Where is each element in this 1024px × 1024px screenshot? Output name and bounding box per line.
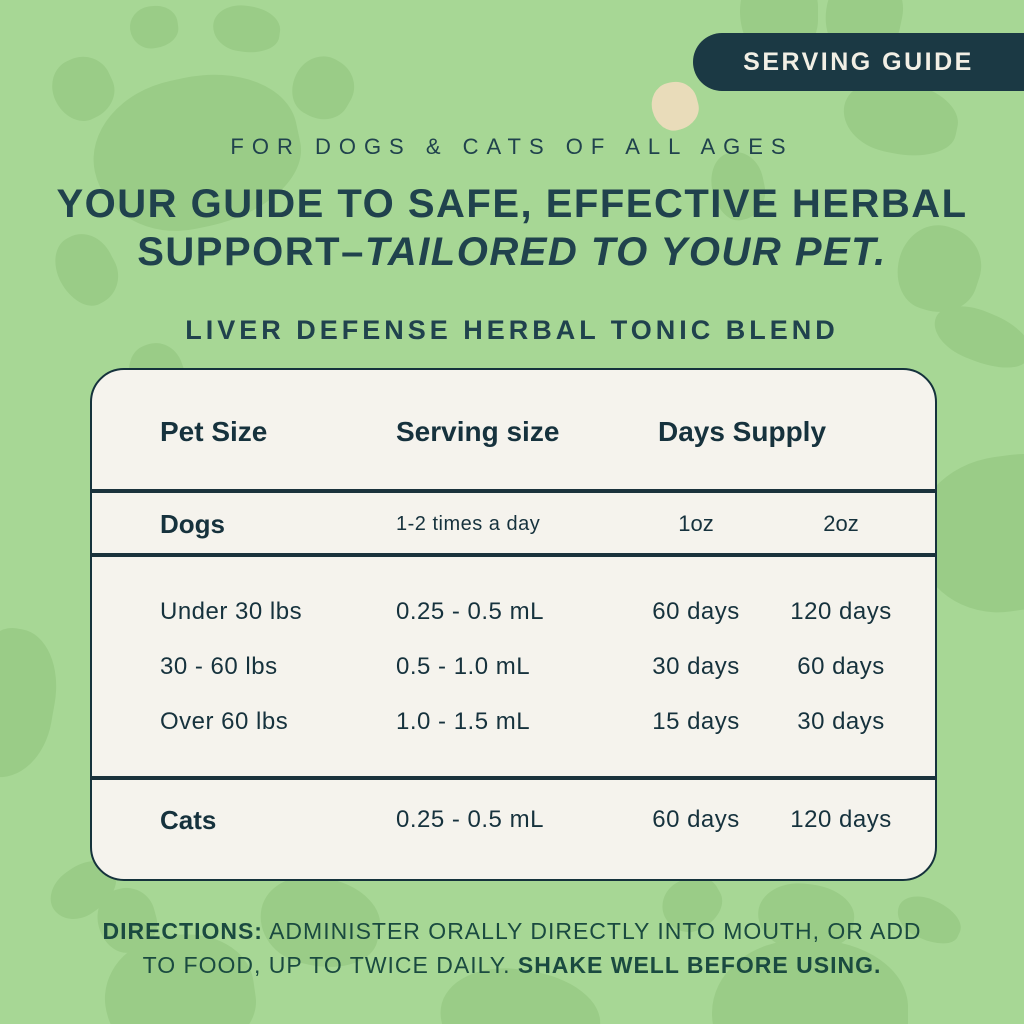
table-divider	[90, 489, 937, 493]
table-divider	[90, 553, 937, 557]
eyebrow-text: FOR DOGS & CATS OF ALL AGES	[230, 134, 794, 159]
dog-days-2oz: 120 days	[790, 598, 892, 625]
dog-days-2oz: 30 days	[797, 708, 885, 735]
dog-serving: 1.0 - 1.5 mL	[396, 708, 531, 735]
cats-days-2oz: 120 days	[790, 806, 892, 833]
dog-days-1oz: 30 days	[652, 653, 740, 680]
paw-print-decoration	[0, 621, 67, 785]
product-name: LIVER DEFENSE HERBAL TONIC BLEND	[185, 315, 839, 345]
dog-serving: 0.5 - 1.0 mL	[396, 653, 531, 680]
title-line-2-italic: TAILORED TO YOUR PET.	[364, 230, 887, 274]
title-line-2-regular: SUPPORT–	[137, 230, 365, 274]
title-line-1: YOUR GUIDE TO SAFE, EFFECTIVE HERBAL	[56, 182, 968, 226]
title-line-2: SUPPORT–TAILORED TO YOUR PET.	[0, 228, 1024, 276]
dogs-row-frequency: 1-2 times a day	[396, 513, 541, 535]
dog-weight: 30 - 60 lbs	[160, 653, 278, 680]
directions-body-line-2: TO FOOD, UP TO TWICE DAILY.	[142, 952, 511, 978]
serving-table: Pet Size Serving size Days Supply Dogs 1…	[90, 368, 937, 881]
column-header-serving-size: Serving size	[396, 416, 560, 447]
directions-label: DIRECTIONS:	[102, 918, 263, 944]
column-header-days-supply: Days Supply	[657, 416, 827, 447]
dog-serving: 0.25 - 0.5 mL	[396, 598, 544, 625]
directions-text: DIRECTIONS: ADMINISTER ORALLY DIRECTLY I…	[72, 914, 952, 982]
dog-weight: Under 30 lbs	[160, 598, 303, 625]
page-title: YOUR GUIDE TO SAFE, EFFECTIVE HERBAL SUP…	[0, 180, 1024, 276]
serving-guide-badge: SERVING GUIDE	[693, 33, 1024, 91]
cats-serving: 0.25 - 0.5 mL	[396, 806, 544, 833]
dog-weight: Over 60 lbs	[160, 708, 289, 735]
paw-print-decoration	[127, 2, 181, 52]
dogs-row-label: Dogs	[160, 509, 225, 539]
table-divider	[90, 776, 937, 780]
dogs-row-bottle-2oz: 2oz	[823, 511, 859, 536]
paw-print-decoration	[646, 76, 704, 136]
column-header-pet-size: Pet Size	[160, 416, 268, 447]
dog-days-1oz: 60 days	[652, 598, 740, 625]
serving-guide-badge-label: SERVING GUIDE	[743, 47, 974, 76]
dog-days-1oz: 15 days	[652, 708, 740, 735]
paw-print-decoration	[210, 1, 283, 57]
directions-body-line-1: ADMINISTER ORALLY DIRECTLY INTO MOUTH, O…	[269, 918, 922, 944]
cats-row-label: Cats	[160, 805, 217, 835]
directions-emphasis: SHAKE WELL BEFORE USING.	[517, 952, 882, 978]
dog-days-2oz: 60 days	[797, 653, 885, 680]
dogs-row-bottle-1oz: 1oz	[678, 511, 714, 536]
cats-days-1oz: 60 days	[652, 806, 740, 833]
